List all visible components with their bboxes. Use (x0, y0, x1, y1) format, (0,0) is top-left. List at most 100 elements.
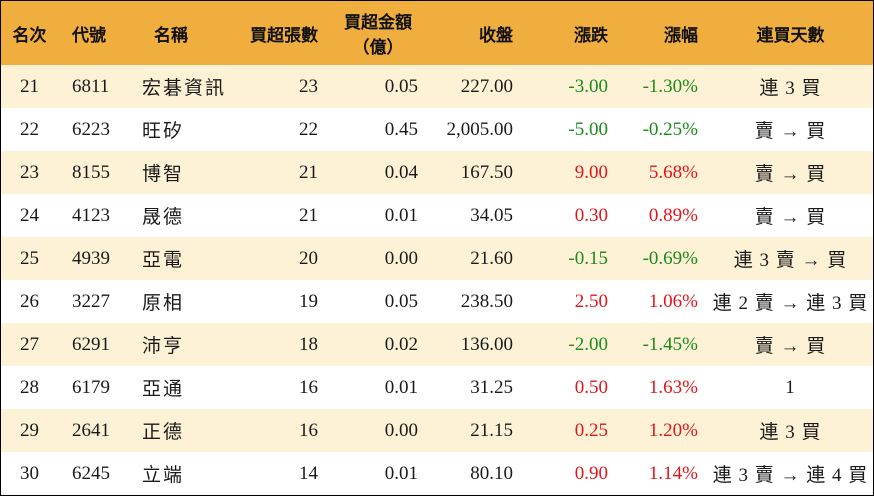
name-cell: 旺矽 (142, 121, 185, 142)
rank-cell: 29 (20, 419, 39, 441)
net-lots-cell: 21 (299, 161, 318, 183)
table-row[interactable]: 25 4939 亞電 20 0.00 21.60 -0.15 -0.69% 連 3 賣 → 買 (1, 237, 873, 280)
streak-cell: 賣 → 買 (754, 121, 827, 142)
rank-cell: 21 (20, 75, 39, 97)
rank-cell: 24 (20, 204, 39, 226)
close-cell: 227.00 (460, 75, 513, 97)
header-code[interactable]: 代號 (72, 25, 106, 46)
table-row[interactable]: 29 2641 正德 16 0.00 21.15 0.25 1.20% 連 3 買 (1, 409, 873, 452)
table-row[interactable]: 22 6223 旺矽 22 0.45 2,005.00 -5.00 -0.25% 賣 → 買 (1, 108, 873, 151)
net-amount-cell: 0.01 (384, 462, 418, 484)
net-lots-cell: 21 (299, 204, 318, 226)
code-cell: 6223 (72, 118, 110, 140)
code-cell: 6811 (72, 75, 110, 97)
pct-cell: -1.30% (642, 75, 698, 97)
net-amount-cell: 0.05 (384, 290, 418, 312)
change-cell: 0.30 (574, 204, 608, 226)
code-cell: 6179 (72, 376, 110, 398)
header-close[interactable]: 收盤 (479, 25, 513, 46)
pct-cell: -0.69% (642, 247, 698, 269)
pct-cell: 1.14% (648, 462, 698, 484)
header-name[interactable]: 名稱 (154, 25, 188, 46)
table-row[interactable]: 28 6179 亞通 16 0.01 31.25 0.50 1.63% 1 (1, 366, 873, 409)
code-cell: 6291 (72, 333, 110, 355)
close-cell: 80.10 (470, 462, 513, 484)
name-cell: 宏碁資訊 (142, 78, 227, 99)
name-cell: 原相 (142, 293, 185, 314)
header-net-amount-line1: 買超金額 (344, 13, 412, 33)
streak-cell: 賣 → 買 (754, 336, 827, 357)
header-row: 名次 代號 名稱 買超張數 買超金額 （億） 收盤 漲跌 漲幅 連買天數 (1, 1, 873, 65)
header-pct[interactable]: 漲幅 (664, 25, 698, 46)
table-row[interactable]: 26 3227 原相 19 0.05 238.50 2.50 1.06% 連 2 賣 → 連 3… (1, 280, 873, 323)
rank-cell: 22 (20, 118, 39, 140)
change-cell: -3.00 (568, 75, 608, 97)
table-row[interactable]: 27 6291 沛亨 18 0.02 136.00 -2.00 -1.45% 賣 → 買 (1, 323, 873, 366)
streak-cell: 連 3 買 (759, 422, 822, 443)
rank-cell: 23 (20, 161, 39, 183)
close-cell: 136.00 (460, 333, 513, 355)
net-amount-cell: 0.05 (384, 75, 418, 97)
name-cell: 沛亨 (142, 336, 185, 357)
name-cell: 亞電 (142, 250, 185, 271)
header-rank[interactable]: 名次 (12, 25, 47, 46)
header-net-amount[interactable]: 買超金額 （億） (328, 1, 428, 65)
header-net-amount-line2: （億） (352, 38, 404, 58)
streak-cell: 賣 → 買 (754, 164, 827, 185)
close-cell: 167.50 (460, 161, 513, 183)
streak-cell: 連 3 買 (759, 78, 822, 99)
change-cell: 9.00 (574, 161, 608, 183)
net-amount-cell: 0.04 (384, 161, 418, 183)
pct-cell: 1.06% (648, 290, 698, 312)
change-cell: 2.50 (574, 290, 608, 312)
pct-cell: 5.68% (648, 161, 698, 183)
rank-cell: 30 (20, 462, 39, 484)
net-lots-cell: 16 (299, 419, 318, 441)
header-streak[interactable]: 連買天數 (756, 25, 825, 46)
streak-cell: 賣 → 買 (754, 207, 827, 228)
table-header: 名次 代號 名稱 買超張數 買超金額 （億） 收盤 漲跌 漲幅 連買天數 (1, 1, 873, 65)
streak-cell: 1 (785, 376, 796, 398)
code-cell: 4123 (72, 204, 110, 226)
net-lots-cell: 23 (299, 75, 318, 97)
net-amount-cell: 0.02 (384, 333, 418, 355)
close-cell: 31.25 (470, 376, 513, 398)
close-cell: 21.15 (470, 419, 513, 441)
change-cell: 0.25 (574, 419, 608, 441)
pct-cell: 1.63% (648, 376, 698, 398)
header-change[interactable]: 漲跌 (574, 25, 608, 46)
net-lots-cell: 16 (299, 376, 318, 398)
change-cell: -0.15 (568, 247, 608, 269)
table-row[interactable]: 21 6811 宏碁資訊 23 0.05 227.00 -3.00 -1.30% 連 3 買 (1, 65, 873, 108)
streak-cell: 連 2 賣 → 連 3 買 (712, 293, 869, 314)
close-cell: 2,005.00 (446, 118, 514, 140)
code-cell: 4939 (72, 247, 110, 269)
name-cell: 立端 (142, 465, 185, 486)
rank-cell: 27 (20, 333, 39, 355)
code-cell: 6245 (72, 462, 110, 484)
net-lots-cell: 19 (299, 290, 318, 312)
net-amount-cell: 0.00 (384, 419, 418, 441)
close-cell: 21.60 (470, 247, 513, 269)
name-cell: 晟德 (142, 207, 185, 228)
name-cell: 亞通 (142, 379, 185, 400)
net-lots-cell: 14 (299, 462, 318, 484)
table-row[interactable]: 23 8155 博智 21 0.04 167.50 9.00 5.68% 賣 → 買 (1, 151, 873, 194)
header-net-lots[interactable]: 買超張數 (250, 25, 318, 46)
table-row[interactable]: 24 4123 晟德 21 0.01 34.05 0.30 0.89% 賣 → 買 (1, 194, 873, 237)
net-lots-cell: 22 (299, 118, 318, 140)
rank-cell: 25 (20, 247, 39, 269)
change-cell: -5.00 (568, 118, 608, 140)
net-lots-cell: 20 (299, 247, 318, 269)
net-amount-cell: 0.01 (384, 204, 418, 226)
table-body: 21 6811 宏碁資訊 23 0.05 227.00 -3.00 -1.30% 連 3 買 22… (1, 65, 873, 495)
net-amount-cell: 0.01 (384, 376, 418, 398)
rank-cell: 26 (20, 290, 39, 312)
table-row[interactable]: 30 6245 立端 14 0.01 80.10 0.90 1.14% 連 3 賣 → 連 4 … (1, 452, 873, 495)
streak-cell: 連 3 賣 → 買 (733, 250, 848, 271)
streak-cell: 連 3 賣 → 連 4 買 (712, 465, 869, 486)
name-cell: 博智 (142, 164, 185, 185)
net-lots-cell: 18 (299, 333, 318, 355)
